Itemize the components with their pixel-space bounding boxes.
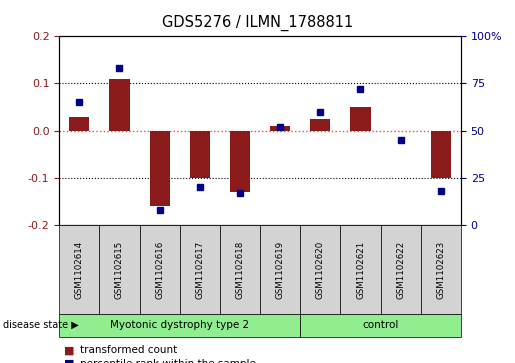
Bar: [149, 131, 169, 206]
Text: control: control: [363, 320, 399, 330]
Text: GSM1102623: GSM1102623: [436, 240, 445, 299]
Text: GSM1102614: GSM1102614: [75, 240, 84, 299]
Text: GSM1102618: GSM1102618: [235, 240, 245, 299]
Text: percentile rank within the sample: percentile rank within the sample: [80, 359, 256, 363]
Bar: [431, 131, 451, 178]
Text: ■: ■: [64, 345, 75, 355]
Bar: [190, 131, 210, 178]
Text: Myotonic dystrophy type 2: Myotonic dystrophy type 2: [110, 320, 249, 330]
Bar: [69, 117, 89, 131]
Text: transformed count: transformed count: [80, 345, 177, 355]
Bar: [270, 126, 290, 131]
Text: disease state ▶: disease state ▶: [3, 320, 78, 330]
Text: GSM1102615: GSM1102615: [115, 240, 124, 299]
Text: GSM1102619: GSM1102619: [276, 240, 285, 299]
Bar: [109, 79, 129, 131]
Text: GSM1102621: GSM1102621: [356, 240, 365, 299]
Bar: [310, 119, 330, 131]
Text: GDS5276 / ILMN_1788811: GDS5276 / ILMN_1788811: [162, 15, 353, 31]
Text: GSM1102617: GSM1102617: [195, 240, 204, 299]
Text: GSM1102616: GSM1102616: [155, 240, 164, 299]
Text: GSM1102622: GSM1102622: [396, 240, 405, 299]
Text: GSM1102620: GSM1102620: [316, 240, 325, 299]
Bar: [350, 107, 370, 131]
Bar: [230, 131, 250, 192]
Text: ■: ■: [64, 359, 75, 363]
